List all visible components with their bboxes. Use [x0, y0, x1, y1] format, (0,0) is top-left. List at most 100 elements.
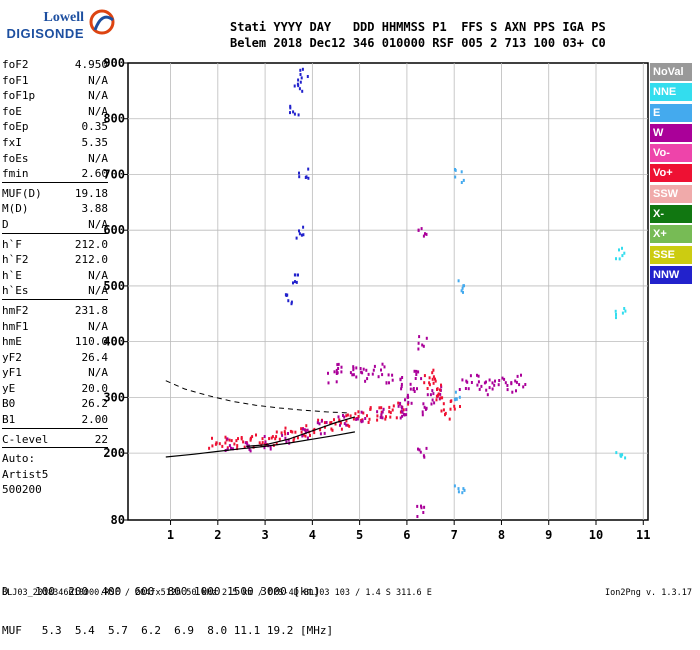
x-tick-label: 2 — [214, 528, 221, 542]
echo-point — [511, 390, 514, 394]
echo-point — [336, 371, 339, 375]
echo-point — [381, 410, 384, 414]
echo-point — [226, 437, 229, 441]
echo-point — [425, 446, 428, 450]
param-label: hmF1 — [2, 319, 29, 333]
echo-point — [389, 415, 392, 419]
echo-point — [360, 410, 363, 414]
echo-point — [295, 280, 298, 284]
param-row: h`Es N/A — [2, 283, 108, 299]
echo-point — [373, 364, 376, 368]
x-tick-label: 6 — [403, 528, 410, 542]
echo-point — [243, 445, 246, 449]
dashed-profile-line — [165, 380, 351, 414]
echo-point — [432, 392, 435, 396]
echo-point — [493, 383, 496, 387]
echo-point — [289, 104, 292, 108]
echo-point — [224, 441, 227, 445]
echo-point — [428, 383, 431, 387]
echo-point — [329, 421, 332, 425]
echo-point — [240, 436, 243, 439]
param-value: N/A — [88, 268, 108, 282]
param-label: foEp — [2, 120, 29, 134]
echo-point — [400, 382, 403, 386]
echo-point — [463, 488, 466, 492]
echo-point — [297, 78, 300, 82]
echo-point — [359, 367, 362, 370]
echo-point — [335, 380, 338, 384]
file-info: BLJ03_2018346010000.RSF / 204fx512h 50 k… — [2, 588, 432, 598]
echo-point — [431, 398, 434, 402]
param-separator — [2, 232, 108, 237]
echo-point — [422, 402, 425, 406]
ionogram-chart: 1 2 3 4 5 6 7 8 9 10 11 80 200 300 400 500 600 700 800 900 — [103, 56, 650, 542]
echo-point — [294, 280, 296, 284]
x-tick-label: 7 — [451, 528, 458, 542]
param-value: 212.0 — [74, 237, 108, 251]
y-tick-label: 500 — [103, 279, 125, 293]
echo-point — [431, 377, 434, 381]
x-tick-label: 11 — [636, 528, 650, 542]
param-row: foF1p N/A — [2, 88, 108, 104]
echo-point — [497, 383, 500, 387]
echo-point — [339, 421, 342, 425]
trace-line — [246, 416, 356, 447]
echo-point — [385, 415, 387, 419]
param-row: h`F 212.0 — [2, 237, 108, 253]
echo-point — [313, 427, 316, 431]
echo-point — [271, 435, 274, 439]
echo-point — [355, 375, 358, 379]
echo-point — [251, 435, 254, 439]
param-value: 5.35 — [81, 135, 109, 149]
echo-point — [349, 414, 352, 418]
y-tick-label: 400 — [103, 335, 125, 349]
echo-point — [423, 505, 426, 509]
param-label: B0 — [2, 397, 16, 411]
param-value: N/A — [88, 284, 108, 298]
logo-line1: Lowell — [43, 10, 84, 25]
echo-point — [415, 373, 418, 376]
echo-point — [352, 373, 355, 377]
echo-point — [404, 398, 406, 402]
echo-point — [289, 429, 292, 433]
echo-point — [348, 424, 351, 428]
echo-point — [485, 380, 487, 384]
param-row: C-level 22 — [2, 432, 108, 448]
param-row: Artist5 — [2, 467, 108, 483]
echo-point — [476, 373, 478, 377]
echo-point — [345, 419, 348, 423]
echo-point — [421, 410, 424, 414]
echo-point — [503, 377, 506, 381]
echo-point — [305, 424, 308, 428]
echo-point — [494, 379, 496, 383]
echo-point — [385, 381, 388, 385]
echo-point — [211, 444, 214, 448]
echo-point — [434, 379, 437, 383]
echo-point — [510, 381, 513, 385]
echo-point — [469, 374, 472, 378]
echo-point — [284, 432, 287, 436]
echo-point — [448, 417, 451, 421]
echo-point — [623, 307, 626, 310]
echo-point — [423, 405, 426, 409]
echo-point — [391, 378, 394, 382]
echo-point — [417, 347, 420, 351]
param-value: N/A — [88, 217, 108, 231]
echo-point — [388, 405, 391, 409]
echo-point — [401, 406, 403, 410]
echo-point — [357, 410, 360, 414]
echo-point — [428, 376, 431, 380]
echo-point — [435, 398, 438, 402]
echo-point — [480, 384, 483, 388]
echo-point — [330, 427, 333, 431]
echo-point — [364, 417, 367, 420]
echo-point — [407, 395, 410, 399]
echo-point — [235, 439, 238, 443]
echo-point — [486, 393, 489, 397]
echo-point — [289, 106, 292, 110]
echo-point — [455, 397, 458, 401]
echo-point — [422, 454, 425, 458]
legend-item-e: E — [650, 103, 692, 122]
echo-point — [383, 365, 386, 369]
echo-point — [233, 442, 236, 446]
